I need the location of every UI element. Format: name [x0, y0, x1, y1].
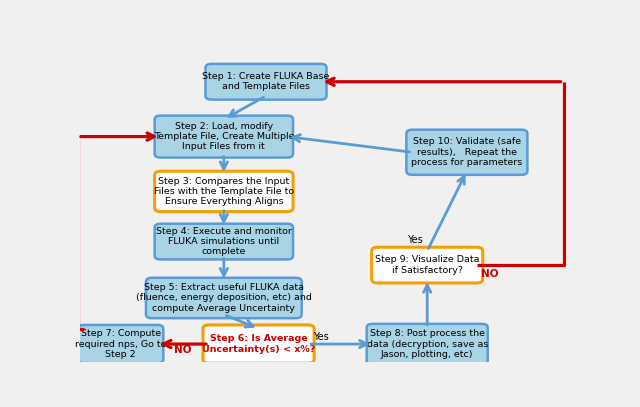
- Text: Step 7: Compute
required nps, Go to
Step 2: Step 7: Compute required nps, Go to Step…: [75, 329, 166, 359]
- FancyBboxPatch shape: [367, 324, 488, 364]
- Text: Step 3: Compares the Input
Files with the Template File to
Ensure Everything Ali: Step 3: Compares the Input Files with th…: [154, 177, 294, 206]
- Text: Yes: Yes: [313, 332, 328, 342]
- Text: Step 1: Create FLUKA Base
and Template Files: Step 1: Create FLUKA Base and Template F…: [202, 72, 330, 92]
- FancyBboxPatch shape: [146, 278, 301, 318]
- FancyBboxPatch shape: [406, 130, 527, 175]
- FancyBboxPatch shape: [155, 224, 293, 259]
- FancyBboxPatch shape: [155, 171, 293, 212]
- FancyBboxPatch shape: [78, 325, 163, 363]
- FancyBboxPatch shape: [205, 64, 326, 100]
- Text: Step 9: Visualize Data
if Satisfactory?: Step 9: Visualize Data if Satisfactory?: [375, 255, 479, 275]
- Text: Step 6: Is Average
Uncertainty(s) < x%?: Step 6: Is Average Uncertainty(s) < x%?: [202, 335, 315, 354]
- Text: Step 10: Validate (safe
results),   Repeat the
process for parameters: Step 10: Validate (safe results), Repeat…: [412, 137, 522, 167]
- Text: Step 2: Load, modify
Template File, Create Multiple
Input Files from it: Step 2: Load, modify Template File, Crea…: [154, 122, 294, 151]
- Text: NO: NO: [481, 269, 499, 279]
- FancyBboxPatch shape: [372, 247, 483, 283]
- Text: Step 5: Extract useful FLUKA data
(fluence, energy deposition, etc) and
compute : Step 5: Extract useful FLUKA data (fluen…: [136, 283, 312, 313]
- Text: NO: NO: [175, 346, 192, 355]
- Text: Step 8: Post process the
data (decryption, save as
Jason, plotting, etc): Step 8: Post process the data (decryptio…: [367, 329, 488, 359]
- FancyBboxPatch shape: [203, 325, 314, 363]
- Text: Step 4: Execute and monitor
FLUKA simulations until
complete: Step 4: Execute and monitor FLUKA simula…: [156, 227, 292, 256]
- Text: Yes: Yes: [407, 235, 422, 245]
- FancyBboxPatch shape: [155, 116, 293, 158]
